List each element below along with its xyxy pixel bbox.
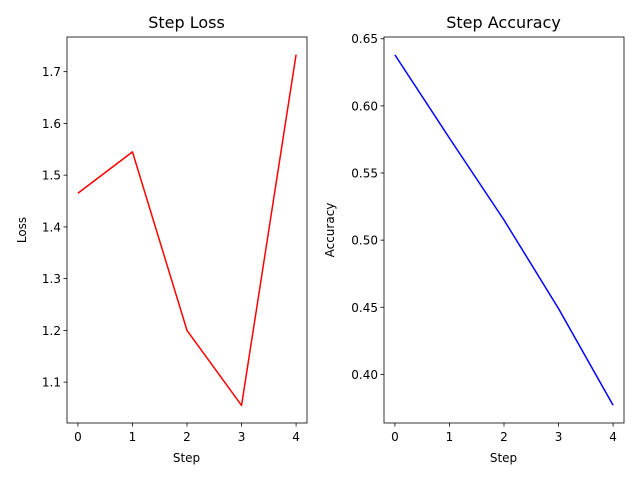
loss-y-tick-label: 1.2 [42, 324, 61, 338]
accuracy-x-axis-label: Step [490, 451, 517, 465]
loss-x-tick-label: 3 [238, 430, 246, 444]
accuracy-x-tick-label: 2 [500, 430, 508, 444]
accuracy-y-tick-label: 0.45 [351, 301, 378, 315]
loss-y-axis-label: Loss [15, 217, 29, 243]
accuracy-x-tick-label: 0 [391, 430, 399, 444]
loss-x-tick-label: 0 [74, 430, 82, 444]
loss-y-tick-label: 1.5 [42, 169, 61, 183]
loss-x-tick-label: 4 [292, 430, 300, 444]
loss-y-tick-label: 1.3 [42, 272, 61, 286]
accuracy-y-tick-label: 0.55 [351, 167, 378, 181]
accuracy-y-tick-label: 0.65 [351, 32, 378, 46]
loss-y-tick-label: 1.4 [42, 220, 61, 234]
loss-y-tick-label: 1.7 [42, 65, 61, 79]
accuracy-x-tick-label: 4 [609, 430, 617, 444]
loss-series-line [77, 54, 297, 407]
accuracy-chart-title: Step Accuracy [446, 13, 561, 32]
accuracy-axes-frame [383, 36, 625, 424]
accuracy-series-line [394, 54, 614, 406]
loss-axes-frame [66, 36, 308, 424]
loss-y-tick-label: 1.1 [42, 376, 61, 390]
loss-chart-title: Step Loss [148, 13, 225, 32]
loss-x-tick-label: 2 [183, 430, 191, 444]
accuracy-y-tick-label: 0.50 [351, 234, 378, 248]
accuracy-y-tick-label: 0.60 [351, 99, 378, 113]
loss-y-tick-label: 1.6 [42, 117, 61, 131]
loss-subplot: Step Loss Step Loss 0 1 2 3 4 1.1 1.2 1.3 1.4 1.5… [15, 13, 308, 465]
loss-x-tick-label: 1 [129, 430, 137, 444]
accuracy-y-tick-label: 0.40 [351, 368, 378, 382]
accuracy-x-tick-label: 1 [446, 430, 454, 444]
accuracy-x-tick-label: 3 [555, 430, 563, 444]
loss-x-axis-label: Step [173, 451, 200, 465]
accuracy-y-axis-label: Accuracy [323, 203, 337, 258]
accuracy-subplot: Step Accuracy Step Accuracy 0 1 2 3 4 0.40 0.4… [323, 13, 625, 465]
